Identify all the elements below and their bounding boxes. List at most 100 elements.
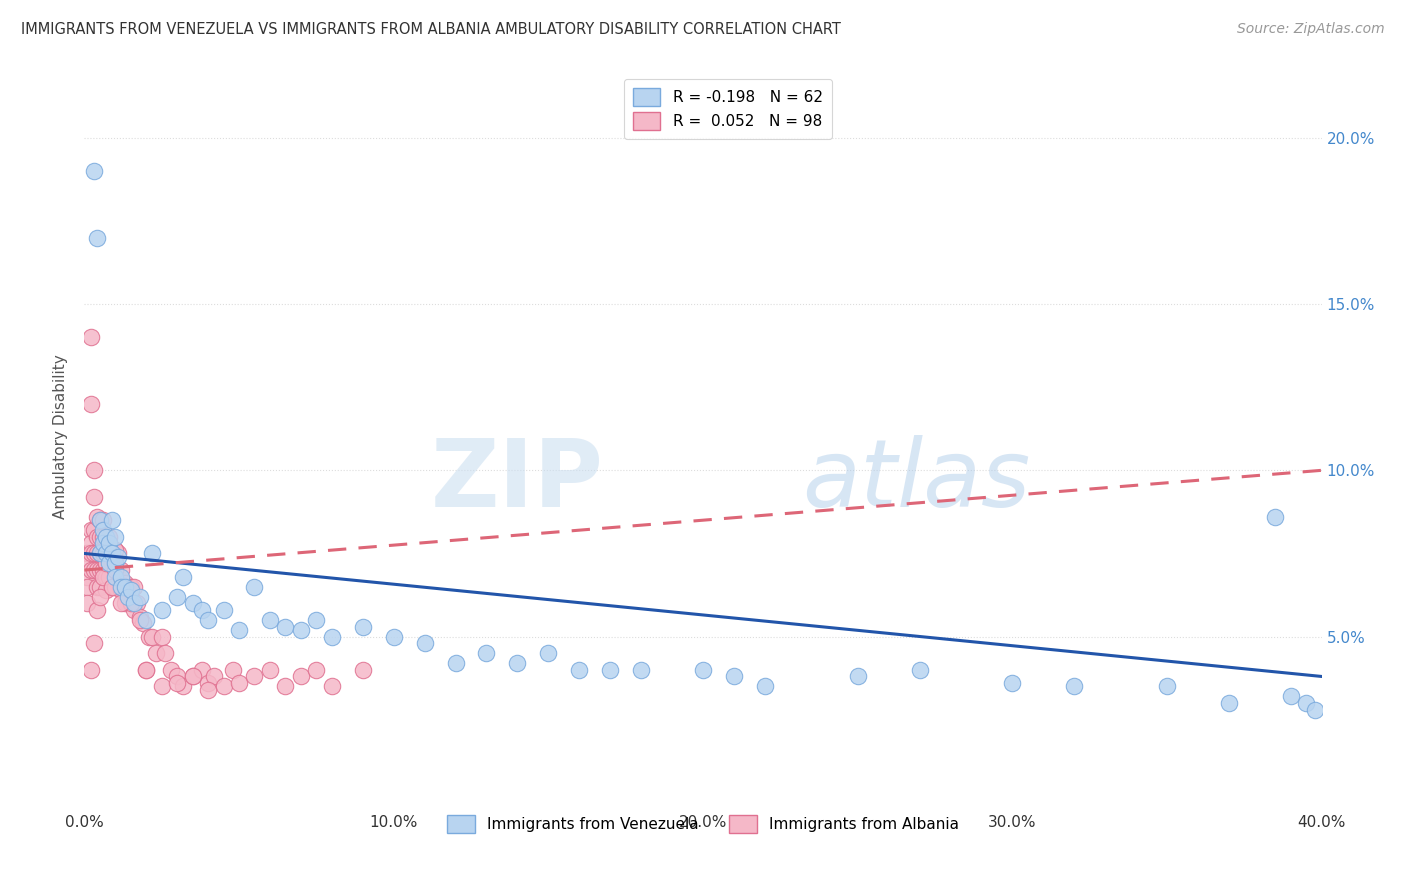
Point: [86, 546, 108, 560]
Point: [98, 536, 121, 550]
Point: [191, 663, 214, 677]
Point: [110, 596, 132, 610]
Point: [723, 669, 745, 683]
Point: [110, 580, 132, 594]
Point: [305, 613, 328, 627]
Point: [153, 646, 176, 660]
Legend: Immigrants from Venezuela, Immigrants from Albania: Immigrants from Venezuela, Immigrants fr…: [441, 809, 965, 839]
Point: [98, 536, 121, 550]
Point: [76, 557, 98, 571]
Point: [129, 609, 152, 624]
Point: [91, 570, 114, 584]
Point: [83, 523, 105, 537]
Point: [444, 656, 467, 670]
Point: [141, 630, 163, 644]
Point: [79, 663, 101, 677]
Point: [166, 590, 188, 604]
Point: [274, 619, 297, 633]
Point: [181, 669, 204, 683]
Point: [79, 397, 101, 411]
Point: [135, 663, 157, 677]
Point: [191, 603, 214, 617]
Point: [86, 580, 108, 594]
Point: [243, 669, 266, 683]
Point: [89, 530, 111, 544]
Point: [89, 513, 111, 527]
Point: [83, 546, 105, 560]
Point: [413, 636, 436, 650]
Point: [89, 590, 111, 604]
Point: [76, 570, 98, 584]
Point: [382, 630, 405, 644]
Point: [122, 596, 145, 610]
Point: [129, 590, 152, 604]
Point: [150, 680, 173, 694]
Point: [94, 557, 117, 571]
Point: [212, 603, 235, 617]
Point: [114, 576, 136, 591]
Point: [212, 680, 235, 694]
Point: [120, 596, 142, 610]
Point: [101, 580, 124, 594]
Point: [120, 596, 142, 610]
Point: [506, 656, 529, 670]
Point: [76, 546, 98, 560]
Point: [107, 570, 129, 584]
Point: [117, 590, 139, 604]
Point: [1218, 696, 1240, 710]
Point: [222, 663, 245, 677]
Point: [908, 663, 931, 677]
Point: [630, 663, 652, 677]
Point: [243, 580, 266, 594]
Point: [150, 603, 173, 617]
Point: [94, 570, 117, 584]
Text: ZIP: ZIP: [432, 435, 605, 527]
Point: [150, 630, 173, 644]
Point: [104, 543, 127, 558]
Point: [197, 613, 219, 627]
Point: [83, 636, 105, 650]
Point: [86, 563, 108, 577]
Point: [475, 646, 498, 660]
Point: [321, 680, 343, 694]
Point: [86, 230, 108, 244]
Point: [132, 616, 155, 631]
Point: [83, 563, 105, 577]
Text: Source: ZipAtlas.com: Source: ZipAtlas.com: [1237, 22, 1385, 37]
Point: [181, 669, 204, 683]
Point: [79, 563, 101, 577]
Point: [104, 530, 127, 544]
Point: [274, 680, 297, 694]
Point: [141, 546, 163, 560]
Point: [110, 570, 132, 584]
Point: [94, 546, 117, 560]
Point: [1264, 509, 1286, 524]
Point: [599, 663, 621, 677]
Text: atlas: atlas: [801, 435, 1031, 526]
Point: [98, 557, 121, 571]
Point: [101, 580, 124, 594]
Point: [138, 630, 160, 644]
Point: [166, 669, 188, 683]
Point: [101, 546, 124, 560]
Point: [202, 669, 225, 683]
Point: [259, 613, 281, 627]
Point: [89, 546, 111, 560]
Point: [94, 582, 117, 597]
Point: [89, 546, 111, 560]
Point: [181, 596, 204, 610]
Point: [104, 580, 127, 594]
Point: [86, 603, 108, 617]
Point: [94, 557, 117, 571]
Point: [172, 570, 194, 584]
Point: [98, 570, 121, 584]
Point: [98, 549, 121, 564]
Point: [129, 613, 152, 627]
Point: [846, 669, 869, 683]
Point: [1001, 676, 1024, 690]
Point: [1305, 703, 1327, 717]
Point: [1279, 690, 1302, 704]
Point: [79, 546, 101, 560]
Point: [197, 676, 219, 690]
Point: [107, 549, 129, 564]
